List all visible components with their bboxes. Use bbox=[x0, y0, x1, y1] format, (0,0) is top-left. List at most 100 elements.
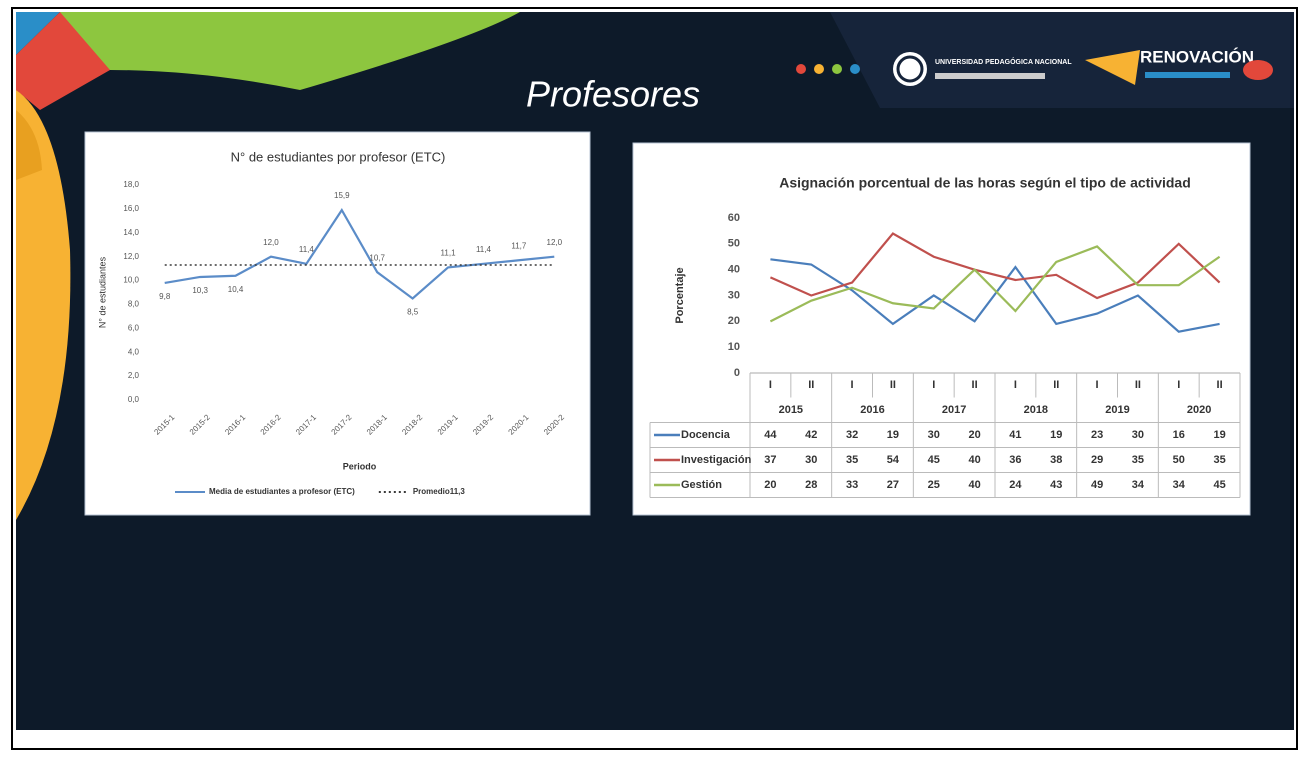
table-cell: 23 bbox=[1091, 429, 1103, 441]
table-cell: 33 bbox=[846, 479, 858, 491]
y-tick-label: 20 bbox=[728, 315, 740, 327]
table-cell: 41 bbox=[1009, 429, 1021, 441]
y-tick-label: 50 bbox=[728, 238, 740, 250]
dot bbox=[814, 64, 824, 74]
table-cell: 44 bbox=[764, 429, 777, 441]
dot bbox=[796, 64, 806, 74]
legend-label: Media de estudiantes a profesor (ETC) bbox=[209, 487, 355, 496]
y-tick-label: 8,0 bbox=[128, 300, 140, 309]
campaign-name: RENOVACIÓN bbox=[1140, 47, 1254, 66]
y-tick-label: 40 bbox=[728, 264, 740, 276]
data-label: 10,4 bbox=[228, 285, 244, 294]
data-label: 11,7 bbox=[511, 241, 527, 250]
table-cell: 40 bbox=[968, 454, 980, 466]
x-tick-label: I bbox=[1177, 379, 1180, 391]
table-cell: 19 bbox=[1050, 429, 1062, 441]
y-axis-label: Porcentaje bbox=[674, 267, 686, 323]
table-cell: 30 bbox=[1132, 429, 1144, 441]
data-label: 11,4 bbox=[476, 245, 492, 254]
table-cell: 29 bbox=[1091, 454, 1103, 466]
data-label: 11,1 bbox=[441, 249, 457, 258]
x-group-label: 2015 bbox=[779, 404, 803, 416]
y-tick-label: 30 bbox=[728, 289, 740, 301]
table-cell: 30 bbox=[805, 454, 817, 466]
table-cell: 35 bbox=[1213, 454, 1225, 466]
x-tick-label: I bbox=[1014, 379, 1017, 391]
data-label: 10,7 bbox=[369, 253, 385, 262]
x-tick-label: I bbox=[1096, 379, 1099, 391]
campaign-badge bbox=[1243, 60, 1273, 80]
data-label: 9,8 bbox=[159, 292, 171, 301]
table-cell: 32 bbox=[846, 429, 858, 441]
data-label: 15,9 bbox=[334, 191, 350, 200]
table-cell: 16 bbox=[1173, 429, 1185, 441]
chart-panel bbox=[85, 132, 590, 515]
table-cell: 50 bbox=[1173, 454, 1185, 466]
y-tick-label: 2,0 bbox=[128, 371, 140, 380]
table-cell: 19 bbox=[1213, 429, 1225, 441]
x-group-label: 2019 bbox=[1105, 404, 1129, 416]
x-group-label: 2016 bbox=[860, 404, 884, 416]
y-tick-label: 12,0 bbox=[123, 252, 139, 261]
chart-title: Asignación porcentual de las horas según… bbox=[779, 175, 1191, 191]
y-axis-label: N° de estudiantes bbox=[97, 256, 107, 328]
slide: UNIVERSIDAD PEDAGÓGICA NACIONAL RENOVACI… bbox=[0, 0, 1307, 755]
y-tick-label: 10 bbox=[728, 341, 740, 353]
y-tick-label: 16,0 bbox=[123, 204, 139, 213]
x-tick-label: I bbox=[851, 379, 854, 391]
legend-label: Docencia bbox=[681, 429, 731, 441]
table-cell: 34 bbox=[1173, 479, 1186, 491]
legend-label: Gestión bbox=[681, 479, 722, 491]
slide-title: Profesores bbox=[526, 74, 700, 115]
x-group-label: 2017 bbox=[942, 404, 966, 416]
table-cell: 34 bbox=[1132, 479, 1145, 491]
table-cell: 54 bbox=[887, 454, 900, 466]
dot bbox=[832, 64, 842, 74]
x-tick-label: II bbox=[1217, 379, 1223, 391]
x-tick-label: I bbox=[769, 379, 772, 391]
table-cell: 30 bbox=[928, 429, 940, 441]
y-tick-label: 10,0 bbox=[123, 276, 139, 285]
y-tick-label: 60 bbox=[728, 212, 740, 224]
data-label: 12,0 bbox=[263, 238, 279, 247]
campaign-bar bbox=[1145, 72, 1230, 78]
y-tick-label: 18,0 bbox=[123, 180, 139, 189]
table-cell: 45 bbox=[1213, 479, 1225, 491]
table-cell: 49 bbox=[1091, 479, 1103, 491]
data-label: 11,4 bbox=[299, 245, 315, 254]
legend-label: Promedio11,3 bbox=[413, 487, 466, 496]
table-cell: 27 bbox=[887, 479, 899, 491]
chart-title: N° de estudiantes por profesor (ETC) bbox=[231, 149, 446, 164]
y-tick-label: 0,0 bbox=[128, 395, 140, 404]
table-cell: 37 bbox=[764, 454, 776, 466]
university-name: UNIVERSIDAD PEDAGÓGICA NACIONAL bbox=[935, 57, 1072, 66]
x-tick-label: II bbox=[1135, 379, 1141, 391]
university-bar bbox=[935, 73, 1045, 79]
y-tick-label: 0 bbox=[734, 367, 740, 379]
table-cell: 42 bbox=[805, 429, 817, 441]
table-cell: 20 bbox=[764, 479, 776, 491]
y-tick-label: 6,0 bbox=[128, 323, 140, 332]
table-cell: 25 bbox=[928, 479, 940, 491]
x-tick-label: II bbox=[890, 379, 896, 391]
x-tick-label: II bbox=[808, 379, 814, 391]
x-group-label: 2018 bbox=[1024, 404, 1048, 416]
x-tick-label: II bbox=[972, 379, 978, 391]
data-label: 8,5 bbox=[407, 308, 419, 317]
x-tick-label: II bbox=[1053, 379, 1059, 391]
table-cell: 36 bbox=[1009, 454, 1021, 466]
table-cell: 20 bbox=[968, 429, 980, 441]
table-cell: 28 bbox=[805, 479, 817, 491]
table-cell: 43 bbox=[1050, 479, 1062, 491]
y-tick-label: 4,0 bbox=[128, 347, 140, 356]
data-label: 10,3 bbox=[192, 286, 208, 295]
x-axis-label: Periodo bbox=[343, 461, 377, 471]
table-cell: 19 bbox=[887, 429, 899, 441]
legend-label: Investigación bbox=[681, 454, 752, 466]
table-cell: 35 bbox=[1132, 454, 1144, 466]
table-cell: 40 bbox=[968, 479, 980, 491]
dot bbox=[850, 64, 860, 74]
x-tick-label: I bbox=[932, 379, 935, 391]
table-cell: 35 bbox=[846, 454, 858, 466]
table-cell: 38 bbox=[1050, 454, 1062, 466]
